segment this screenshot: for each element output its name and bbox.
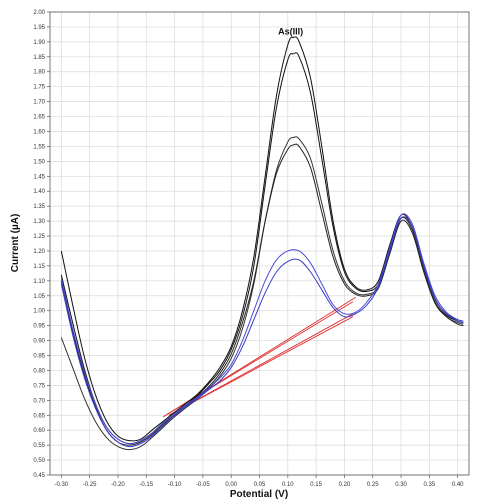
x-tick-label: 0.15 (310, 482, 322, 488)
y-tick-label: 0.95 (33, 324, 45, 330)
y-tick-label: 0.80 (33, 368, 45, 374)
y-tick-label: 0.60 (33, 428, 45, 434)
y-tick-labels: 0.45 0.50 0.55 0.60 0.65 0.70 0.75 0.80 0.85 0.90… (33, 10, 45, 479)
y-tick-label: 0.70 (33, 398, 45, 404)
x-tick-label: 0.00 (225, 482, 237, 488)
y-tick-label: 1.70 (33, 100, 45, 106)
y-tick-label: 1.90 (33, 40, 45, 46)
y-tick-label: 1.40 (33, 189, 45, 195)
y-tick-label: 0.90 (33, 339, 45, 345)
series-line-4 (60, 143, 464, 446)
y-tick-label: 0.50 (33, 458, 45, 464)
x-tick-label: 0.30 (395, 482, 407, 488)
x-tick-label: -0.10 (168, 482, 182, 488)
y-tick-label: 0.65 (33, 413, 45, 419)
y-tick-label: 1.25 (33, 234, 45, 240)
x-tick-label: -0.15 (139, 482, 153, 488)
y-tick-label: 0.55 (33, 443, 45, 449)
y-tick-label: 1.85 (33, 55, 45, 61)
y-tick-label: 1.50 (33, 159, 45, 165)
x-tick-labels: -0.30 -0.25 -0.20 -0.15 -0.10 -0.05 0.00 0.05 0.… (54, 482, 464, 488)
y-tick-label: 0.45 (33, 473, 45, 479)
y-tick-label: 0.75 (33, 383, 45, 389)
y-tick-label: 0.85 (33, 354, 45, 360)
y-tick-label: 1.00 (33, 309, 45, 315)
series-line-6 (60, 216, 464, 448)
baseline-line (168, 316, 354, 416)
peak-annotation: As(III) (278, 26, 303, 36)
x-axis-title: Potential (V) (230, 489, 288, 500)
y-tick-label: 1.60 (33, 129, 45, 135)
x-tick-label: 0.25 (367, 482, 379, 488)
y-tick-label: 1.75 (33, 85, 45, 91)
x-tick-label: -0.30 (54, 482, 68, 488)
y-tick-label: 1.80 (33, 70, 45, 76)
annotations: As(III) (278, 26, 303, 36)
y-tick-label: 1.35 (33, 204, 45, 210)
plot-frame (49, 11, 470, 476)
x-tick-label: -0.20 (111, 482, 125, 488)
series-line-5 (60, 213, 464, 445)
x-tick-label: 0.10 (282, 482, 294, 488)
x-tick-label: -0.25 (83, 482, 97, 488)
x-tick-label: 0.20 (339, 482, 351, 488)
x-tick-label: 0.35 (424, 482, 436, 488)
y-axis-title: Current (µA) (10, 214, 21, 273)
y-tick-label: 1.95 (33, 25, 45, 31)
x-tick-label: 0.40 (452, 482, 464, 488)
x-tick-label: 0.05 (254, 482, 266, 488)
grid (47, 11, 469, 478)
series-group (60, 36, 464, 451)
x-tick-label: -0.05 (196, 482, 210, 488)
y-tick-label: 2.00 (33, 10, 45, 16)
y-tick-label: 1.20 (33, 249, 45, 255)
y-tick-label: 1.05 (33, 294, 45, 300)
y-tick-label: 1.65 (33, 115, 45, 121)
y-tick-label: 1.45 (33, 174, 45, 180)
y-tick-label: 1.55 (33, 144, 45, 150)
y-tick-label: 1.30 (33, 219, 45, 225)
y-tick-label: 1.10 (33, 279, 45, 285)
y-tick-label: 1.15 (33, 264, 45, 270)
